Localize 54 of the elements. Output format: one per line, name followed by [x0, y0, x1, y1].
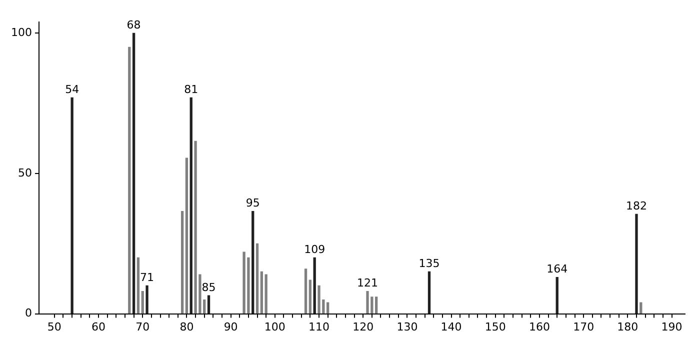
x-tick-label: 80: [180, 320, 194, 334]
annotation: 95: [246, 196, 260, 210]
bar: [428, 271, 431, 314]
annotation: 164: [546, 262, 568, 276]
x-tick-label: 100: [264, 320, 286, 334]
x-tick-label: 70: [136, 320, 150, 334]
bar: [556, 276, 558, 314]
annotation: 54: [65, 83, 80, 96]
bar: [308, 280, 312, 314]
annotation: 182: [626, 200, 647, 213]
x-tick-label: 170: [573, 320, 594, 334]
y-tick-label: 100: [10, 26, 32, 40]
bar: [70, 97, 74, 314]
annotation: 71: [140, 271, 154, 284]
bar: [313, 257, 316, 314]
bar: [318, 285, 320, 314]
x-tick-label: 150: [484, 320, 506, 334]
bar: [635, 214, 638, 314]
bar: [146, 285, 148, 314]
bar: [366, 291, 369, 314]
annotation: 85: [202, 280, 216, 294]
annotation: 81: [184, 83, 198, 96]
x-tick-label: 190: [661, 320, 682, 334]
bar: [252, 211, 254, 314]
x-tick-label: 140: [440, 320, 462, 334]
x-tick-label: 130: [396, 320, 418, 334]
y-tick-label: 50: [18, 166, 32, 180]
bar: [640, 302, 642, 314]
bar: [256, 243, 259, 314]
annotation: 135: [418, 257, 440, 270]
x-tick-label: 120: [352, 320, 374, 334]
bar: [136, 257, 140, 314]
x-tick-label: 160: [528, 320, 550, 334]
bar: [180, 211, 184, 314]
bar: [132, 32, 136, 314]
bar: [375, 296, 378, 314]
bar: [128, 46, 131, 314]
annotation: 121: [357, 276, 378, 290]
bar: [141, 291, 144, 314]
x-tick-label: 50: [47, 320, 62, 334]
bar: [190, 97, 192, 314]
bar: [326, 302, 330, 314]
bar: [264, 274, 268, 314]
bar: [304, 268, 308, 314]
x-tick-label: 110: [308, 320, 330, 334]
x-tick-label: 180: [617, 320, 638, 334]
bar: [207, 295, 210, 314]
x-tick-label: 60: [92, 320, 106, 334]
annotation: 68: [126, 18, 141, 32]
bar: [185, 158, 188, 314]
bar: [260, 271, 264, 314]
annotation: 109: [304, 243, 326, 256]
y-tick-label: 0: [24, 306, 32, 320]
x-tick-label: 90: [224, 320, 238, 334]
